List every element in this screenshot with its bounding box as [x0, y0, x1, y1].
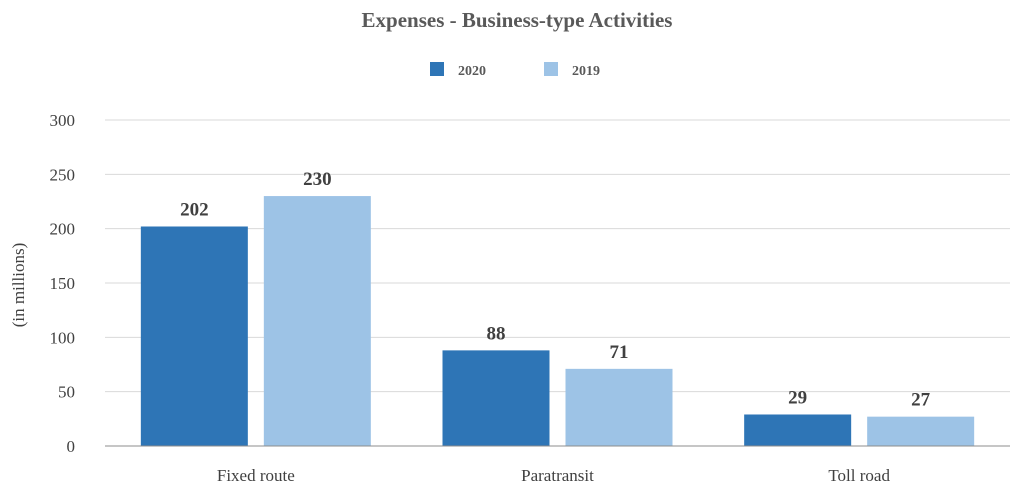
gridlines — [105, 119, 1010, 393]
y-tick-label: 150 — [50, 274, 76, 293]
legend-swatch-2019 — [544, 62, 558, 76]
bar-2019-fixed-route — [263, 196, 371, 446]
bars — [140, 196, 975, 446]
y-axis-ticks: 0 50 100 150 200 250 300 — [50, 111, 76, 456]
x-axis-ticks: Fixed route Paratransit Toll road — [217, 466, 891, 485]
bar-2020-toll-road — [744, 414, 852, 446]
bar-2020-paratransit — [442, 350, 550, 446]
x-tick-label: Paratransit — [521, 466, 594, 485]
legend: 2020 2019 — [430, 62, 600, 79]
bar-2019-toll-road — [867, 416, 975, 446]
bar-2019-paratransit — [565, 368, 673, 446]
data-label: 71 — [610, 342, 629, 363]
y-axis-label: (in millions) — [9, 243, 28, 328]
data-label: 230 — [303, 169, 332, 190]
legend-label-2019: 2019 — [572, 64, 600, 79]
y-tick-label: 200 — [50, 220, 76, 239]
data-labels: 202 230 88 71 29 27 — [180, 169, 931, 411]
y-tick-label: 250 — [50, 165, 76, 184]
chart-title: Expenses - Business-type Activities — [362, 8, 673, 32]
y-tick-label: 0 — [67, 437, 76, 456]
legend-label-2020: 2020 — [458, 64, 486, 79]
bar-2020-fixed-route — [140, 226, 248, 446]
legend-swatch-2020 — [430, 62, 444, 76]
y-tick-label: 50 — [58, 383, 75, 402]
data-label: 88 — [487, 323, 506, 344]
data-label: 27 — [911, 390, 931, 411]
y-tick-label: 300 — [50, 111, 76, 130]
y-tick-label: 100 — [50, 328, 76, 347]
x-tick-label: Fixed route — [217, 466, 295, 485]
data-label: 202 — [180, 199, 209, 220]
data-label: 29 — [788, 387, 807, 408]
x-tick-label: Toll road — [828, 466, 890, 485]
